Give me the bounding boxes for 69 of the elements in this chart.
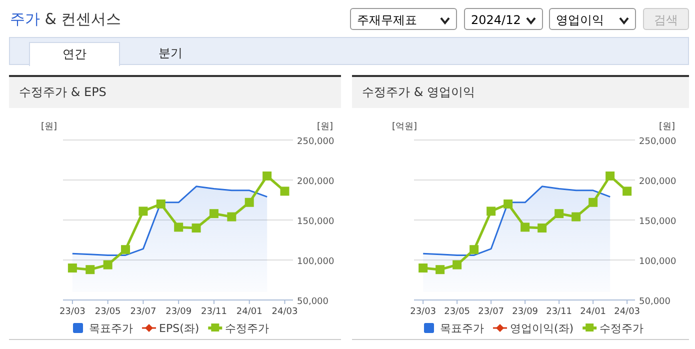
point: [86, 265, 95, 274]
text: 검색: [643, 8, 689, 30]
legend-label: 영업이익(좌): [510, 322, 574, 335]
y2-tick-label: 50,000: [297, 297, 329, 307]
x-tick-label: 23/07: [130, 307, 156, 317]
point: [470, 245, 479, 254]
legend-label: 목표주가: [440, 322, 484, 335]
text: 영업이익: [549, 8, 636, 30]
y2-axis-title: [원]: [317, 122, 334, 132]
text: 2024/12: [464, 8, 543, 30]
x-tick-label: 23/05: [94, 307, 121, 317]
text: 분기: [158, 45, 184, 62]
text: 연간: [29, 42, 120, 66]
x-tick-label: 24/03: [614, 307, 640, 317]
point: [436, 265, 445, 274]
point: [103, 260, 112, 270]
point: [280, 186, 290, 196]
y2-tick-label: 200,000: [297, 177, 334, 187]
y2-tick-label: 150,000: [297, 217, 334, 227]
point: [538, 224, 547, 232]
y2-tick-label: 200,000: [639, 177, 676, 187]
y2-axis-title: [원]: [659, 122, 676, 132]
point: [520, 222, 530, 232]
y2-tick-label: 50,000: [639, 297, 671, 307]
chart-title: 수정주가 & 영업이익: [352, 77, 689, 108]
x-tick-label: 23/03: [59, 307, 86, 317]
point: [227, 212, 236, 222]
x-tick-label: 23/03: [410, 307, 436, 317]
point: [68, 264, 77, 272]
x-tick-label: 24/03: [272, 307, 298, 317]
x-tick-label: 24/01: [236, 307, 262, 317]
legend-label: EPS(좌): [159, 322, 200, 335]
y2-tick-label: 150,000: [639, 217, 676, 227]
x-tick-label: 23/11: [201, 307, 227, 317]
x-tick-label: 23/11: [546, 307, 572, 317]
chart-title: 수정주가 & EPS: [9, 77, 341, 108]
legend-label: 수정주가: [225, 322, 270, 335]
x-tick-label: 23/05: [444, 307, 470, 317]
y2-tick-label: 250,000: [297, 137, 334, 147]
y2-tick-label: 100,000: [639, 257, 676, 267]
point: [138, 206, 148, 216]
point: [156, 200, 166, 208]
x-tick-label: 23/07: [478, 307, 504, 317]
point: [244, 198, 254, 207]
point: [622, 186, 632, 196]
x-tick-label: 23/09: [166, 307, 192, 317]
point: [209, 209, 218, 218]
point: [504, 200, 513, 208]
y-axis-title: [원]: [41, 122, 58, 132]
point: [588, 198, 598, 207]
point: [486, 206, 496, 216]
x-tick-label: 23/09: [512, 307, 538, 317]
point: [572, 212, 581, 222]
y2-tick-label: 250,000: [639, 137, 676, 147]
point: [418, 264, 428, 272]
point: [606, 172, 615, 180]
point: [174, 222, 184, 232]
text: 주가 & 컨센서스: [10, 10, 122, 28]
point: [121, 245, 130, 254]
legend-label: 수정주가: [600, 322, 644, 335]
x-tick-label: 24/01: [580, 307, 606, 317]
y-axis-title: [억원]: [392, 122, 418, 132]
point: [192, 224, 201, 232]
legend-label: 목표주가: [89, 322, 133, 335]
point: [554, 209, 564, 218]
text: 주재무제표: [350, 8, 457, 30]
point: [452, 260, 462, 270]
point: [262, 172, 272, 180]
y2-tick-label: 100,000: [297, 257, 334, 267]
